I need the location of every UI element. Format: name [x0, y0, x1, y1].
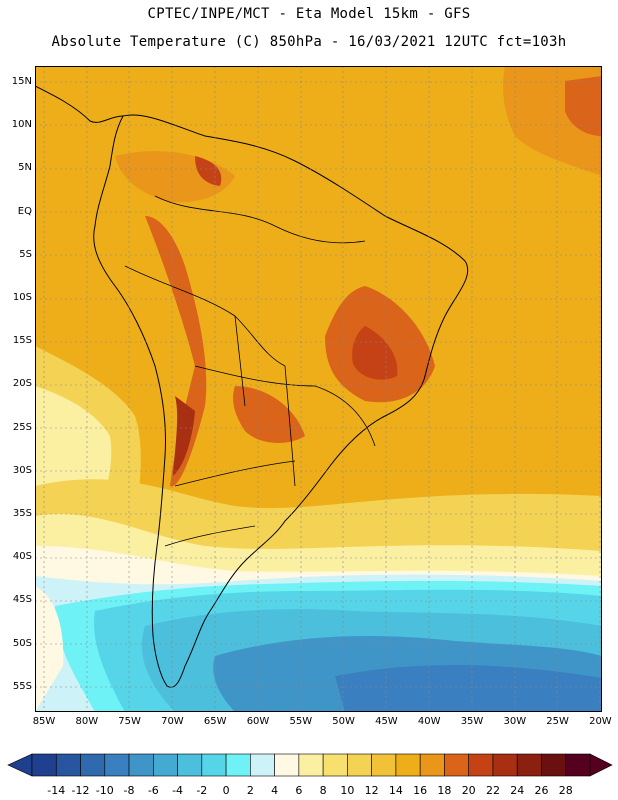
colorbar-tick-label: 22: [485, 784, 500, 797]
lon-label: 80W: [75, 716, 99, 727]
lat-label: 10S: [12, 292, 32, 303]
colorbar-tick-label: -4: [172, 784, 184, 797]
lon-label: 55W: [289, 716, 313, 727]
lat-label: 5S: [19, 248, 32, 260]
colorbar-tick-label: -12: [71, 784, 90, 797]
country-borders: [124, 195, 376, 547]
lon-label: 45W: [375, 716, 398, 727]
colorbar-swatch: [419, 753, 445, 777]
lat-label: 30S: [12, 464, 32, 476]
lon-label: 30W: [503, 716, 527, 727]
colorbar-arrow-high: [589, 753, 613, 777]
colorbar-swatch: [225, 753, 251, 777]
colorbar-swatch: [177, 753, 203, 777]
colorbar-swatch: [274, 753, 300, 777]
lat-label: 55S: [12, 680, 32, 692]
lon-label: 85W: [32, 716, 56, 727]
colorbar-arrow-low: [7, 753, 33, 777]
lon-label: 35W: [460, 716, 484, 727]
colorbar-tick-label: -6: [147, 784, 159, 797]
colorbar-swatch: [80, 753, 106, 777]
colorbar-tick-label: -8: [123, 784, 135, 797]
temperature-map: [35, 66, 602, 712]
lat-label: 15N: [11, 76, 32, 87]
lon-label: 20W: [589, 716, 612, 727]
colorbar-swatch: [128, 753, 154, 777]
colorbar-swatch: [250, 753, 275, 777]
temperature-colorbar: [7, 753, 613, 777]
lat-label: 50S: [12, 637, 32, 649]
colorbar-swatch: [104, 753, 130, 777]
colorbar-tick-label: -2: [196, 784, 208, 797]
colorbar-tick-label: 10: [340, 784, 355, 797]
colorbar-tick-label: 14: [388, 784, 403, 797]
lon-label: 65W: [203, 716, 227, 727]
colorbar-tick-label: 12: [364, 784, 379, 797]
lon-label: 70W: [161, 716, 184, 727]
colorbar-tick-label: -10: [95, 784, 114, 797]
colorbar-swatch: [31, 753, 57, 777]
colorbar-swatch: [322, 753, 348, 777]
colorbar-tick-label: -14: [47, 784, 66, 797]
colorbar-tick-label: 20: [461, 784, 476, 797]
lat-label: 45S: [12, 594, 32, 606]
coastline-south-america: [93, 114, 469, 688]
colorbar-tick-label: 6: [295, 784, 303, 797]
lat-label: 40S: [12, 551, 32, 563]
colorbar-swatch: [565, 753, 591, 777]
colorbar-swatch: [55, 753, 81, 777]
colorbar-tick-label: 26: [534, 784, 549, 797]
lat-label: 25S: [12, 421, 32, 433]
colorbar-swatch: [371, 753, 397, 777]
colorbar-tick-label: 8: [319, 784, 327, 797]
colorbar-swatch: [153, 753, 178, 777]
lat-label: EQ: [17, 205, 32, 217]
lon-label: 50W: [332, 716, 355, 727]
colorbar-swatch: [298, 753, 324, 777]
colorbar-swatch: [492, 753, 518, 777]
map-title-line2: Absolute Temperature (C) 850hPa - 16/03/…: [51, 34, 567, 50]
field-cream-sw: [35, 586, 64, 712]
lon-label: 25W: [546, 716, 569, 727]
colorbar-swatch: [201, 753, 227, 777]
colorbar-tick-label: 0: [222, 784, 230, 797]
colorbar-swatch: [541, 753, 567, 777]
colorbar-swatch: [395, 753, 421, 777]
lat-label: 35S: [12, 508, 32, 519]
colorbar-tick-label: 28: [558, 784, 573, 797]
field-ne-hot: [565, 76, 602, 136]
field-cold-6: [335, 664, 602, 712]
lat-label: 10N: [11, 119, 32, 131]
lon-label: 40W: [417, 716, 441, 727]
colorbar-tick-label: 24: [510, 784, 525, 797]
colorbar-tick-label: 4: [271, 784, 279, 797]
colorbar-swatch: [516, 753, 542, 777]
colorbar-tick-label: 18: [437, 784, 452, 797]
land-andes-core: [173, 396, 195, 476]
lon-label: 75W: [118, 716, 141, 727]
colorbar-tick-label: 16: [413, 784, 428, 797]
colorbar-swatch: [347, 753, 372, 777]
lat-label: 20S: [12, 378, 32, 390]
land-paraguay-hot: [233, 386, 305, 443]
lat-label: 15S: [12, 335, 32, 347]
colorbar-swatch: [444, 753, 469, 777]
lat-label: 5N: [18, 162, 32, 174]
map-title-line1: CPTEC/INPE/MCT - Eta Model 15km - GFS: [147, 6, 471, 22]
coastline-central-america: [35, 85, 124, 123]
lon-label: 60W: [246, 716, 270, 727]
colorbar-swatch: [468, 753, 494, 777]
land-venezuela-hot: [195, 156, 222, 186]
colorbar-tick-label: 2: [246, 784, 254, 797]
